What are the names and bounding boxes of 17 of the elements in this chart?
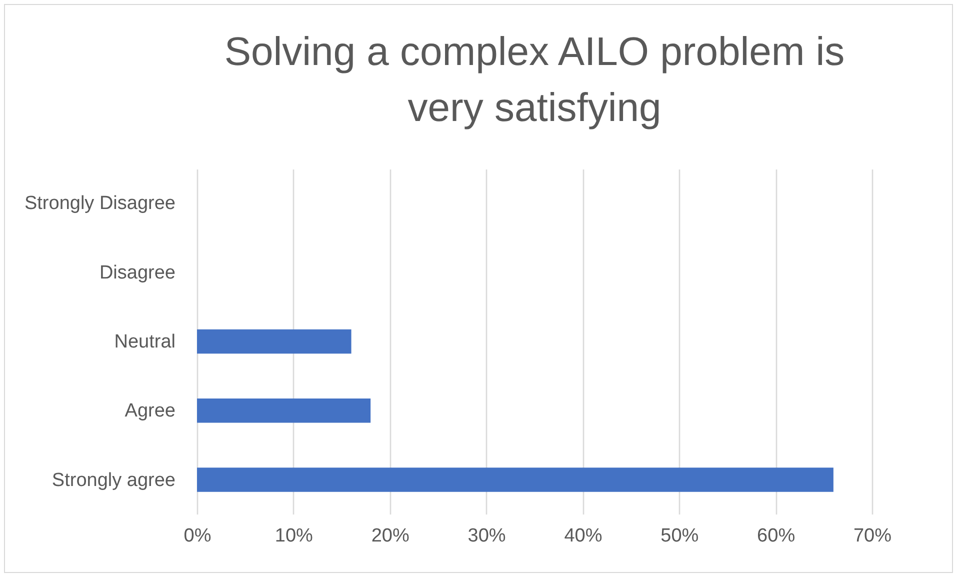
y-tick-label: Neutral [114, 332, 176, 352]
x-tick-label: 40% [564, 526, 602, 546]
y-tick-label: Disagree [99, 262, 176, 284]
x-tick-label: 10% [274, 526, 314, 546]
x-tick-label: 70% [853, 526, 892, 546]
x-tick-label: 30% [468, 526, 506, 546]
bar [197, 329, 352, 354]
y-tick-label: Agree [124, 400, 176, 422]
y-tick-label: Strongly Disagree [24, 193, 176, 214]
x-tick-label: 20% [371, 526, 410, 546]
x-tick-label: 60% [757, 526, 796, 546]
x-tick-label: 0% [184, 526, 212, 546]
bar [197, 398, 371, 423]
bar [197, 468, 834, 492]
y-tick-label: Strongly agree [52, 470, 176, 491]
chart-title: Solving a complex AILO problem is very satisfying [224, 30, 845, 130]
x-tick-label: 50% [660, 526, 699, 546]
